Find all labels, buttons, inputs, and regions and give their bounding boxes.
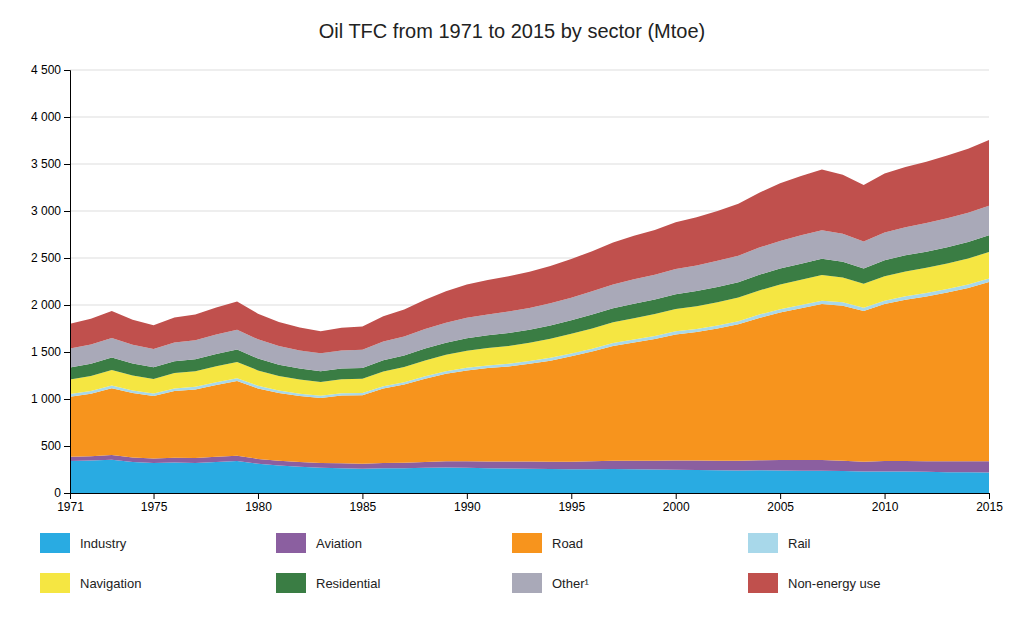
legend-swatch — [512, 573, 542, 593]
chart: Oil TFC from 1971 to 2015 by sector (Mto… — [0, 0, 1024, 633]
tick: 1980 — [245, 493, 272, 514]
tick-mark — [64, 70, 70, 71]
tick-label: 2 000 — [31, 298, 61, 312]
areas — [70, 140, 989, 493]
tick-label: 2010 — [872, 500, 899, 514]
tick-label: 3 000 — [31, 204, 61, 218]
grid-line — [70, 70, 989, 71]
legend-item: Road — [512, 533, 583, 553]
tick: 2 000 — [31, 298, 70, 312]
tick-label: 1985 — [350, 500, 377, 514]
tick-mark — [64, 352, 70, 353]
tick-label: 1975 — [141, 500, 168, 514]
title: Oil TFC from 1971 to 2015 by sector (Mto… — [319, 20, 705, 42]
legend-label: Industry — [80, 536, 127, 551]
tick-label: 3 500 — [31, 157, 61, 171]
tick-mark — [362, 493, 363, 499]
tick: 3 500 — [31, 157, 70, 171]
axis-line — [71, 494, 990, 500]
tick: 2015 — [976, 493, 1003, 514]
tick: 1 500 — [31, 345, 70, 359]
tick: 2000 — [663, 493, 690, 514]
tick: 1985 — [350, 493, 377, 514]
tick-mark — [64, 305, 70, 306]
axis-line — [64, 71, 71, 494]
legend-label: Other¹ — [552, 576, 590, 591]
grid-line — [70, 117, 989, 118]
tick: 1990 — [454, 493, 481, 514]
legend-swatch — [276, 533, 306, 553]
tick-mark — [989, 493, 990, 499]
tick: 500 — [41, 439, 70, 453]
tick-mark — [258, 493, 259, 499]
legend-item: Residential — [276, 573, 380, 593]
legend-item: Navigation — [40, 573, 141, 593]
tick-label: 4 500 — [31, 63, 61, 77]
tick-mark — [64, 258, 70, 259]
legend-item: Non-energy use — [748, 573, 881, 593]
legend-label: Navigation — [80, 576, 141, 591]
tick-mark — [154, 493, 155, 499]
plot: 1971 1975 1980 1985 1990 1995 2000 2005 2010 2015… — [31, 63, 1003, 513]
tick: 3 000 — [31, 204, 70, 218]
tick-label: 500 — [41, 439, 61, 453]
tick-label: 1990 — [454, 500, 481, 514]
legend-swatch — [40, 533, 70, 553]
tick-label: 2000 — [663, 500, 690, 514]
y-axis: 0 500 1 000 1 500 2 000 2 500 3 000 3 500 4 000 4… — [31, 63, 71, 500]
tick: 1971 — [57, 493, 84, 514]
tick: 1975 — [141, 493, 168, 514]
tick-mark — [64, 117, 70, 118]
legend-label: Aviation — [316, 536, 362, 551]
legend-swatch — [512, 533, 542, 553]
legend-swatch — [40, 573, 70, 593]
tick-label: 2005 — [767, 500, 794, 514]
legend-item: Other¹ — [512, 573, 590, 593]
tick-label: 4 000 — [31, 110, 61, 124]
legend-label: Road — [552, 536, 583, 551]
tick-label: 1980 — [245, 500, 272, 514]
legend-label: Residential — [316, 576, 380, 591]
tick: 2010 — [872, 493, 899, 514]
legend-item: Aviation — [276, 533, 362, 553]
tick-mark — [885, 493, 886, 499]
legend-swatch — [276, 573, 306, 593]
tick-label: 0 — [54, 486, 61, 500]
legend: Industry Aviation Road Rail Navigation Reside… — [40, 533, 881, 593]
area — [70, 140, 989, 353]
tick: 1995 — [558, 493, 585, 514]
tick-mark — [780, 493, 781, 499]
legend-swatch — [748, 533, 778, 553]
tick: 2 500 — [31, 251, 70, 265]
x-axis: 1971 1975 1980 1985 1990 1995 2000 2005 2010 2015 — [57, 493, 1003, 514]
tick-label: 1995 — [558, 500, 585, 514]
legend-label: Rail — [788, 536, 811, 551]
grid-line — [70, 164, 989, 165]
tick-mark — [64, 446, 70, 447]
tick: 0 — [54, 486, 70, 500]
tick-label: 2015 — [976, 500, 1003, 514]
tick-mark — [467, 493, 468, 499]
legend-swatch — [748, 573, 778, 593]
tick-mark — [64, 211, 70, 212]
tick-label: 1 000 — [31, 392, 61, 406]
tick-mark — [571, 493, 572, 499]
tick-label: 2 500 — [31, 251, 61, 265]
tick-mark — [64, 493, 70, 494]
tick: 2005 — [767, 493, 794, 514]
legend-item: Industry — [40, 533, 127, 553]
tick-label: 1971 — [57, 500, 84, 514]
tick: 4 000 — [31, 110, 70, 124]
tick: 4 500 — [31, 63, 70, 77]
tick-label: 1 500 — [31, 345, 61, 359]
tick: 1 000 — [31, 392, 70, 406]
grid — [70, 70, 989, 493]
legend-item: Rail — [748, 533, 811, 553]
tick-mark — [64, 399, 70, 400]
tick-mark — [64, 164, 70, 165]
legend-label: Non-energy use — [788, 576, 881, 591]
tick-mark — [676, 493, 677, 499]
